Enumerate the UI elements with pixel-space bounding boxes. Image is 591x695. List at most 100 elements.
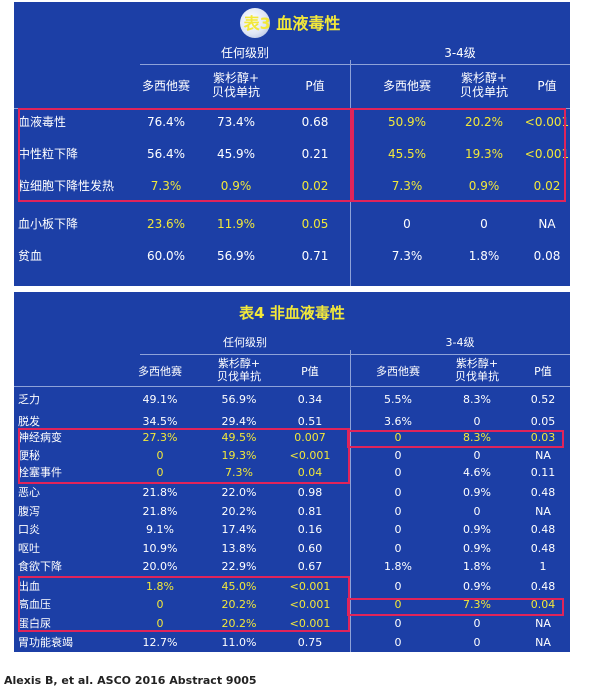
table-cell: NA [535, 617, 551, 630]
divider [140, 354, 350, 355]
table-cell: 3.6% [384, 415, 412, 428]
table-cell: 1.8% [468, 249, 500, 263]
table-cell: 0.34 [297, 393, 323, 406]
table-cell: 0 [394, 486, 402, 499]
row-label: 血小板下降 [18, 217, 79, 231]
column-header-line: P值 [301, 365, 319, 378]
table-title: 表4 非血液毒性 [239, 304, 345, 322]
table-cell: <0.001 [524, 115, 570, 129]
table-cell: 7.3% [391, 249, 423, 263]
row-label: 恶心 [18, 486, 40, 499]
table-cell: 56.9% [216, 249, 256, 263]
table-cell: 0 [480, 217, 488, 231]
table-cell: 20.2% [221, 505, 257, 518]
table-cell: 49.1% [142, 393, 178, 406]
column-header-line: 贝伐单抗 [455, 369, 499, 383]
group-label: 任何级别 [220, 46, 269, 60]
divider [14, 386, 570, 387]
table-cell: 0 [394, 449, 402, 462]
column-header-line: 贝伐单抗 [459, 84, 508, 99]
table-cell: 19.3% [221, 449, 257, 462]
highlight-box [18, 576, 350, 632]
divider [350, 354, 570, 355]
table-cell: 50.9% [387, 115, 427, 129]
table-cell: 0 [394, 431, 402, 444]
table-cell: 23.6% [146, 217, 186, 231]
table-cell: 0 [394, 617, 402, 630]
table-cell: 7.3% [391, 179, 423, 193]
table-cell: 0 [394, 466, 402, 479]
table-cell: 0.48 [530, 486, 556, 499]
divider [350, 350, 351, 652]
column-header-line: 紫杉醇+ [217, 357, 261, 370]
column-header-line: 多西他赛 [138, 365, 182, 378]
column-header: 多西他赛 [367, 79, 447, 94]
column-header-line: P值 [537, 79, 557, 93]
table-cell: 8.3% [463, 431, 491, 444]
table-cell: 0.08 [533, 249, 561, 263]
table-cell: 0.60 [297, 542, 323, 555]
column-header: 紫杉醇+ 贝伐单抗 [199, 357, 279, 383]
table-cell: NA [535, 636, 551, 649]
table-cell: 11.9% [216, 217, 256, 231]
highlight-box [18, 428, 350, 484]
table-cell: 19.3% [464, 147, 504, 161]
table-cell: 1.8% [463, 560, 491, 573]
table-cell: 0 [473, 505, 481, 518]
table-row: 恶心 21.8% 22.0% 0.98 0 0.9% 0.48 [14, 484, 570, 502]
table-cell: 45.9% [216, 147, 256, 161]
table-cell: <0.001 [289, 617, 331, 630]
table-cell: 0 [403, 217, 411, 231]
table-cell: 0 [156, 598, 164, 611]
table-cell: 0 [473, 636, 481, 649]
table-cell: 0.02 [533, 179, 561, 193]
table-cell: 0 [473, 415, 481, 428]
row-label: 血液毒性 [18, 115, 67, 129]
table-row: 出血 1.8% 45.0% <0.001 0 0.9% 0.48 [14, 578, 570, 596]
column-header: 紫杉醇+ 贝伐单抗 [196, 71, 276, 100]
table-hematologic-toxicity: 表3 血液毒性 任何级别 3-4级 多西他赛 紫杉醇+ 贝伐单抗 P值 多西他赛 紫杉醇+ 贝伐… [14, 2, 570, 286]
table-cell: 0.04 [530, 598, 556, 611]
divider [350, 64, 570, 65]
table-row: 便秘 0 19.3% <0.001 0 0 NA [14, 447, 570, 465]
table-row: 胃功能衰竭 12.7% 11.0% 0.75 0 0 NA [14, 634, 570, 652]
row-label: 呕吐 [18, 542, 40, 555]
table-cell: 0.9% [463, 486, 491, 499]
table-cell: 5.5% [384, 393, 412, 406]
table-cell: 17.4% [221, 523, 257, 536]
column-header-line: 贝伐单抗 [211, 84, 260, 99]
table-cell: 0 [394, 523, 402, 536]
group-label: 3-4级 [445, 336, 475, 349]
table-cell: <0.001 [289, 449, 331, 462]
table-cell: 29.4% [221, 415, 257, 428]
column-header: 紫杉醇+ 贝伐单抗 [444, 71, 524, 100]
table-cell: 21.8% [142, 486, 178, 499]
table-row: 腹泻 21.8% 20.2% 0.81 0 0 NA [14, 503, 570, 521]
table-cell: 1 [539, 560, 547, 573]
row-label: 出血 [18, 580, 40, 593]
highlight-box [350, 108, 566, 202]
table-cell: <0.001 [289, 580, 331, 593]
table-cell: 0.16 [297, 523, 323, 536]
row-label: 蛋白尿 [18, 617, 51, 630]
table-cell: 0.98 [297, 486, 323, 499]
table-cell: 0 [394, 598, 402, 611]
column-header-line: P值 [305, 79, 325, 93]
table-cell: 0.71 [301, 249, 329, 263]
table-cell: 8.3% [463, 393, 491, 406]
table-row: 贫血 60.0% 56.9% 0.71 7.3% 1.8% 0.08 [14, 244, 570, 268]
table-title: 表3 血液毒性 [243, 14, 341, 33]
column-header: P值 [275, 79, 355, 94]
table-row: 血液毒性 76.4% 73.4% 0.68 50.9% 20.2% <0.001 [14, 110, 570, 134]
table-cell: 45.5% [387, 147, 427, 161]
table-cell: 0.02 [301, 179, 329, 193]
highlight-box [347, 598, 564, 616]
column-header: 紫杉醇+ 贝伐单抗 [437, 357, 517, 383]
column-header-line: 多西他赛 [382, 79, 431, 93]
table-cell: 20.0% [142, 560, 178, 573]
column-header-line: 紫杉醇+ [460, 71, 508, 85]
column-header-line: 多西他赛 [376, 365, 420, 378]
table-cell: 0.21 [301, 147, 329, 161]
table-cell: 12.7% [142, 636, 178, 649]
table-cell: 0.11 [530, 466, 556, 479]
